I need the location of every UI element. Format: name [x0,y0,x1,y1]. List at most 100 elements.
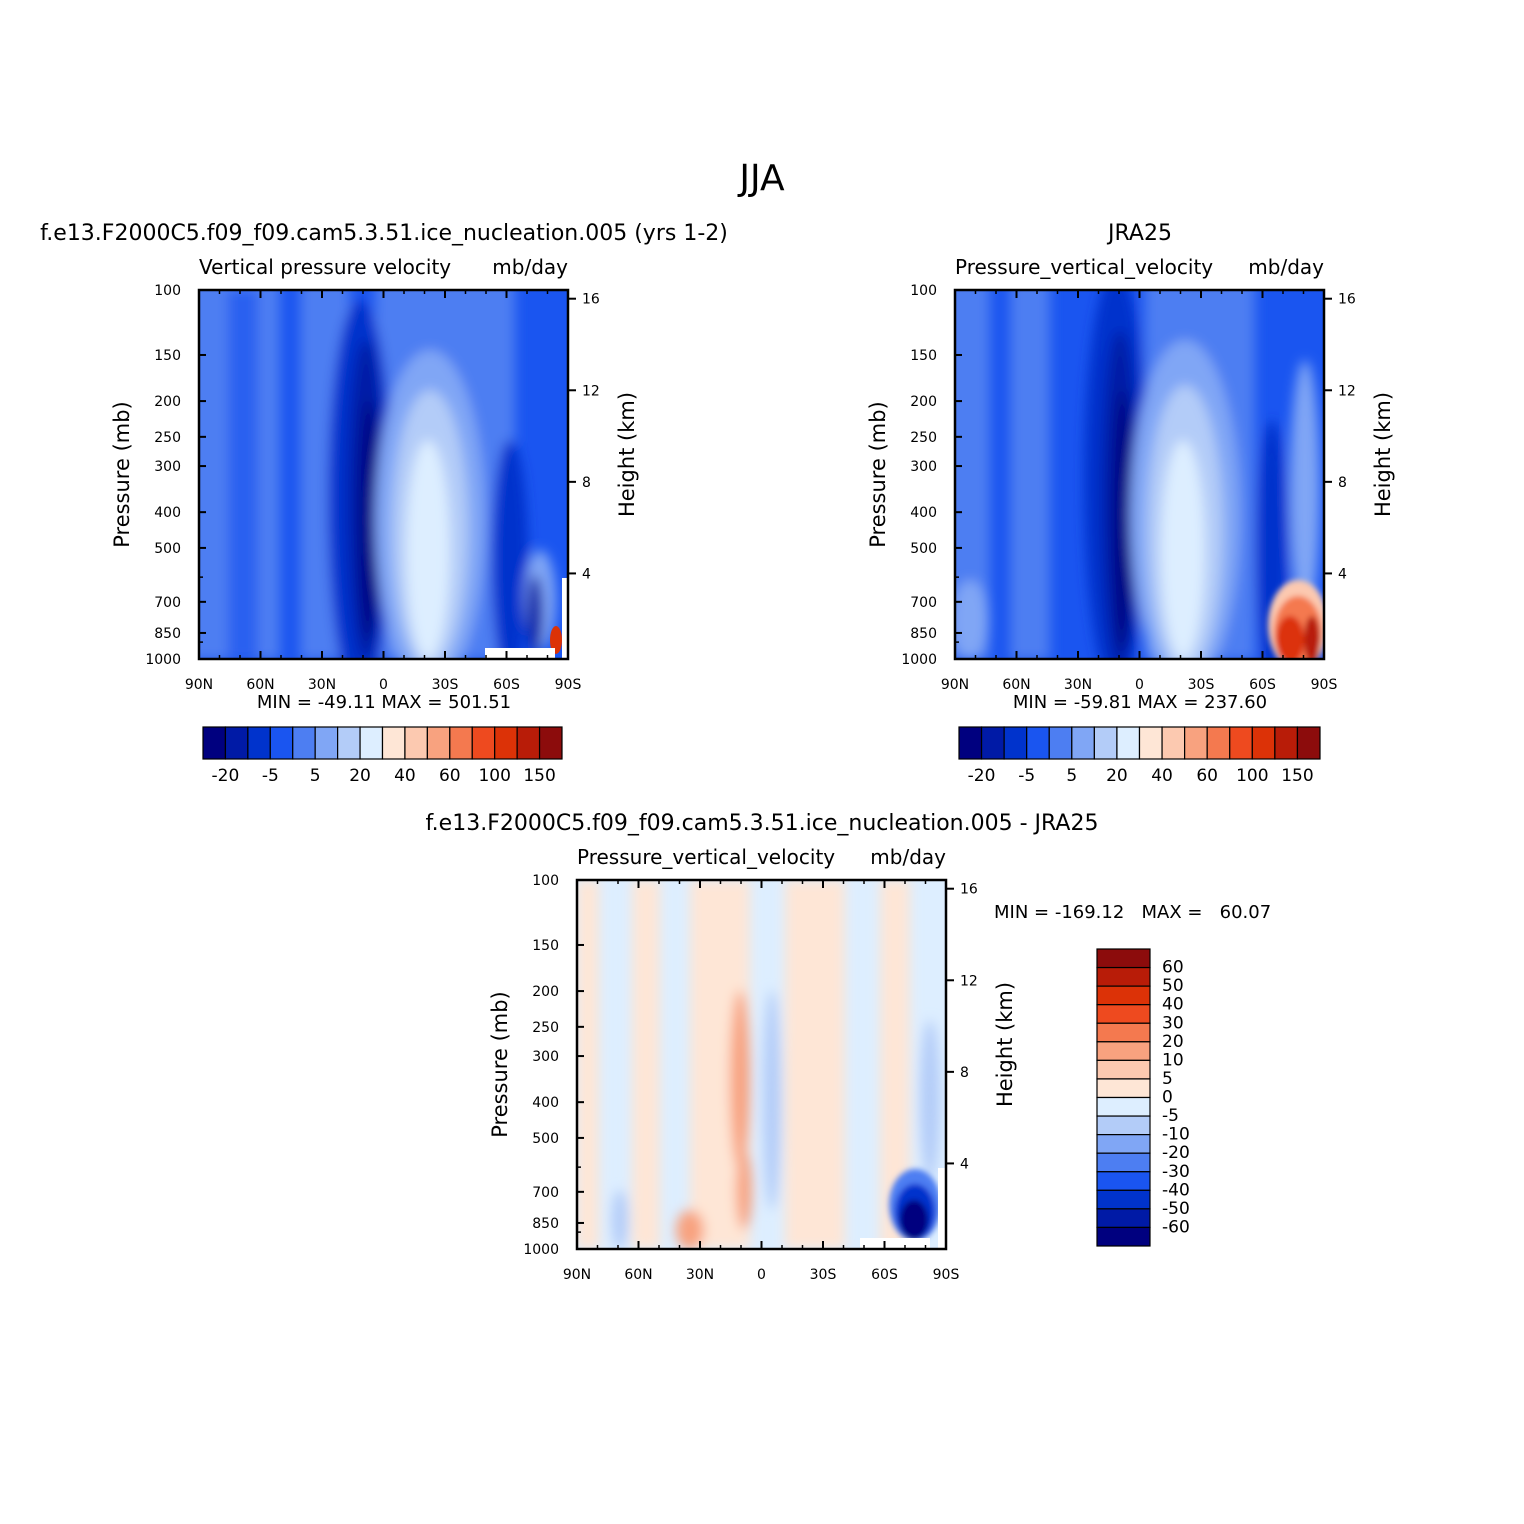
colorbar-label: 30 [1162,1013,1184,1033]
height-tick-label: 4 [582,566,591,582]
field-region [736,1150,752,1230]
colorbar-swatch [1096,985,1151,1006]
lat-tick-label: 60N [1002,677,1030,693]
field-region [406,440,450,659]
panel-model: f.e13.F2000C5.f09_f09.cam5.3.51.ice_nucl… [40,221,728,786]
colorbar-label: -50 [1162,1199,1190,1219]
colorbar-swatch [1138,726,1163,760]
colorbar-swatch [1096,1134,1151,1154]
lat-tick-label: 60N [246,677,274,693]
pressure-tick-label: 300 [910,459,937,475]
colorbar-swatch [1096,1208,1151,1229]
colorbar-label: -20 [968,766,996,786]
panel-model-subtitle: Vertical pressure velocity [199,255,451,279]
pressure-tick-label: 400 [532,1095,559,1111]
panel-diff-units: mb/day [870,845,946,869]
colorbar-label: 60 [439,766,461,786]
pressure-tick-label: 300 [154,459,181,475]
pressure-tick-label: 500 [532,1131,559,1147]
colorbar-swatch [516,726,541,760]
pressure-tick-label: 1000 [145,652,181,668]
field-region [632,880,660,1249]
colorbar-swatch [1206,726,1231,760]
pressure-axis-label: Pressure (mb) [488,991,512,1138]
lat-tick-label: 60N [624,1267,652,1283]
colorbar-swatch [1274,726,1299,760]
field-region [527,575,543,655]
colorbar-swatch [1048,726,1073,760]
colorbar-label: 150 [1281,766,1313,786]
colorbar-label: 60 [1162,958,1184,978]
field-region [612,1190,628,1249]
pressure-tick-label: 200 [910,394,937,410]
field-region [550,626,562,654]
height-tick-label: 16 [1338,292,1356,308]
colorbar-swatch [1184,726,1208,760]
colorbar-label: 60 [1196,766,1218,786]
colorbar-swatch [247,726,271,760]
colorbar-swatch [1096,1022,1151,1043]
pressure-tick-label: 250 [154,430,181,446]
field-region [955,580,988,659]
colorbar-label: 20 [349,766,371,786]
height-tick-label: 12 [960,973,978,989]
lat-tick-label: 30S [810,1267,837,1283]
colorbar-label: -5 [1162,1106,1179,1126]
panel-diff-subtitle: Pressure_vertical_velocity [577,845,835,869]
colorbar-swatch [1096,948,1151,969]
colorbar-swatch [314,726,339,760]
field-region [900,1200,928,1240]
colorbar-swatch [404,726,428,760]
field-region [360,400,378,640]
colorbar-label: -40 [1162,1180,1190,1200]
colorbar-swatch [1096,1078,1151,1099]
colorbar-label: 50 [1162,976,1184,996]
field-region [1276,616,1304,659]
lat-tick-label: 90N [941,677,969,693]
colorbar-label: 5 [310,766,321,786]
colorbar-swatch [980,726,1005,760]
colorbar-swatch [1096,1226,1151,1247]
colorbar-swatch [381,726,406,760]
colorbar-swatch [1096,1096,1151,1117]
height-axis-label: Height (km) [993,982,1017,1107]
lat-tick-label: 0 [1135,677,1144,693]
field-region [1161,440,1205,659]
pressure-tick-label: 100 [532,873,559,889]
colorbar-swatch [471,726,496,760]
pressure-tick-label: 850 [154,626,181,642]
colorbar-label: -5 [1018,766,1035,786]
lat-tick-label: 30N [308,677,336,693]
missing-data-patch [485,648,555,659]
panel-model-field [199,290,568,659]
panel-obs-subtitle: Pressure_vertical_velocity [955,255,1213,279]
lat-tick-label: 60S [493,677,520,693]
pressure-tick-label: 250 [910,430,937,446]
field-region [763,990,781,1210]
height-tick-label: 4 [960,1156,969,1172]
colorbar-swatch [1229,726,1253,760]
colorbar-swatch [1093,726,1118,760]
panel-model-title: f.e13.F2000C5.f09_f09.cam5.3.51.ice_nucl… [40,221,728,246]
height-tick-label: 8 [582,475,591,491]
panel-diff: f.e13.F2000C5.f09_f09.cam5.3.51.ice_nucl… [426,811,1272,1283]
panel-diff-axes: 100 150 200 250 300 400 500 700 850 1000 16 12 8 4 90N… [488,873,1017,1283]
pressure-tick-label: 250 [532,1020,559,1036]
colorbar-swatch [1003,726,1028,760]
lat-tick-label: 60S [1249,677,1276,693]
colorbar-label: -20 [1162,1143,1190,1163]
colorbar-label: 150 [523,766,555,786]
height-axis-label: Height (km) [615,392,639,517]
height-tick-label: 8 [960,1065,969,1081]
colorbar-swatch [1251,726,1276,760]
colorbar-label: 5 [1162,1069,1173,1089]
lat-tick-label: 30S [1188,677,1215,693]
lat-tick-label: 90N [185,677,213,693]
height-tick-label: 16 [582,292,600,308]
colorbar-label: 0 [1162,1088,1173,1108]
colorbar-swatch [1096,1041,1151,1061]
height-tick-label: 12 [1338,383,1356,399]
panel-obs: JRA25 Pressure_vertical_velocity mb/day [866,221,1395,786]
height-axis-label: Height (km) [1371,392,1395,517]
